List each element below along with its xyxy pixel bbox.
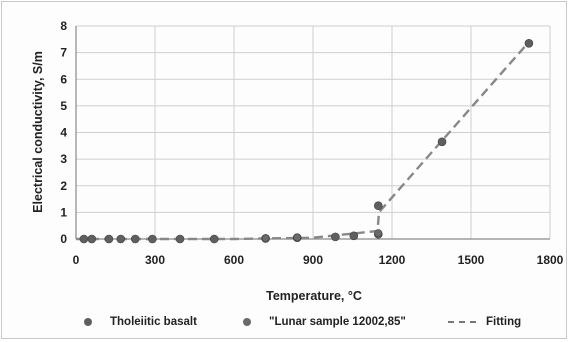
legend-marker-tholeiitic (84, 318, 92, 326)
conductivity-chart: 0 1 2 3 4 5 6 7 8 0 300 600 900 1200 1500 1800 Temperat… (31, 19, 564, 303)
legend-marker-fitting (448, 321, 476, 323)
data-point-series-2 (293, 233, 302, 242)
x-tick-label: 1500 (458, 253, 485, 267)
x-tick-label: 900 (303, 253, 323, 267)
data-point-series-1 (148, 234, 157, 244)
y-axis-label: Electrical conductivity, S/m (31, 51, 45, 213)
y-tick-label: 2 (60, 179, 67, 193)
y-tick-label: 5 (60, 99, 67, 113)
y-tick-label: 6 (60, 72, 67, 86)
data-point-series-1 (524, 39, 534, 48)
fitting-line-layer (76, 41, 530, 241)
legend-label-lunar: "Lunar sample 12002,85" (269, 316, 406, 328)
x-axis-label: Temperature, °C (266, 289, 362, 303)
legend: Tholeiitic basalt "Lunar sample 12002,85… (0, 316, 570, 338)
data-point-series-1 (104, 234, 114, 244)
y-tick-label: 3 (60, 152, 67, 166)
x-tick-label: 0 (73, 253, 80, 267)
data-point-series-2 (261, 234, 270, 243)
data-point-series-2 (374, 229, 383, 238)
data-point-series-1 (130, 234, 140, 244)
y-tick-label: 0 (60, 232, 67, 246)
data-point-series-1 (175, 234, 185, 244)
data-point-series-1 (87, 234, 97, 244)
y-tick-label: 1 (60, 205, 67, 219)
legend-marker-lunar (243, 318, 251, 326)
x-tick-label: 1800 (537, 253, 564, 267)
fitting-line (76, 41, 530, 241)
data-point-series-1 (374, 201, 383, 211)
y-tick-label: 4 (60, 126, 67, 140)
data-point-series-1 (209, 234, 219, 244)
legend-item-tholeiitic: Tholeiitic basalt (84, 316, 197, 328)
tick-labels: 0 1 2 3 4 5 6 7 8 0 300 600 900 1200 1500 1800 (60, 19, 563, 267)
legend-label-fitting: Fitting (486, 316, 522, 328)
grid-lines (75, 25, 551, 240)
data-point-series-1 (349, 231, 359, 241)
data-point-series-1 (331, 232, 340, 242)
x-tick-label: 1200 (379, 253, 406, 267)
x-tick-label: 600 (224, 253, 244, 267)
data-point-series-1 (437, 137, 447, 147)
data-point-series-1 (79, 234, 89, 244)
legend-item-lunar: "Lunar sample 12002,85" (243, 316, 406, 328)
y-tick-label: 7 (60, 46, 67, 60)
x-tick-label: 300 (145, 253, 165, 267)
data-point-series-1 (116, 234, 126, 244)
legend-label-tholeiitic: Tholeiitic basalt (110, 316, 197, 328)
data-points (79, 39, 534, 244)
y-tick-label: 8 (60, 19, 67, 33)
legend-item-fitting: Fitting (448, 316, 521, 328)
